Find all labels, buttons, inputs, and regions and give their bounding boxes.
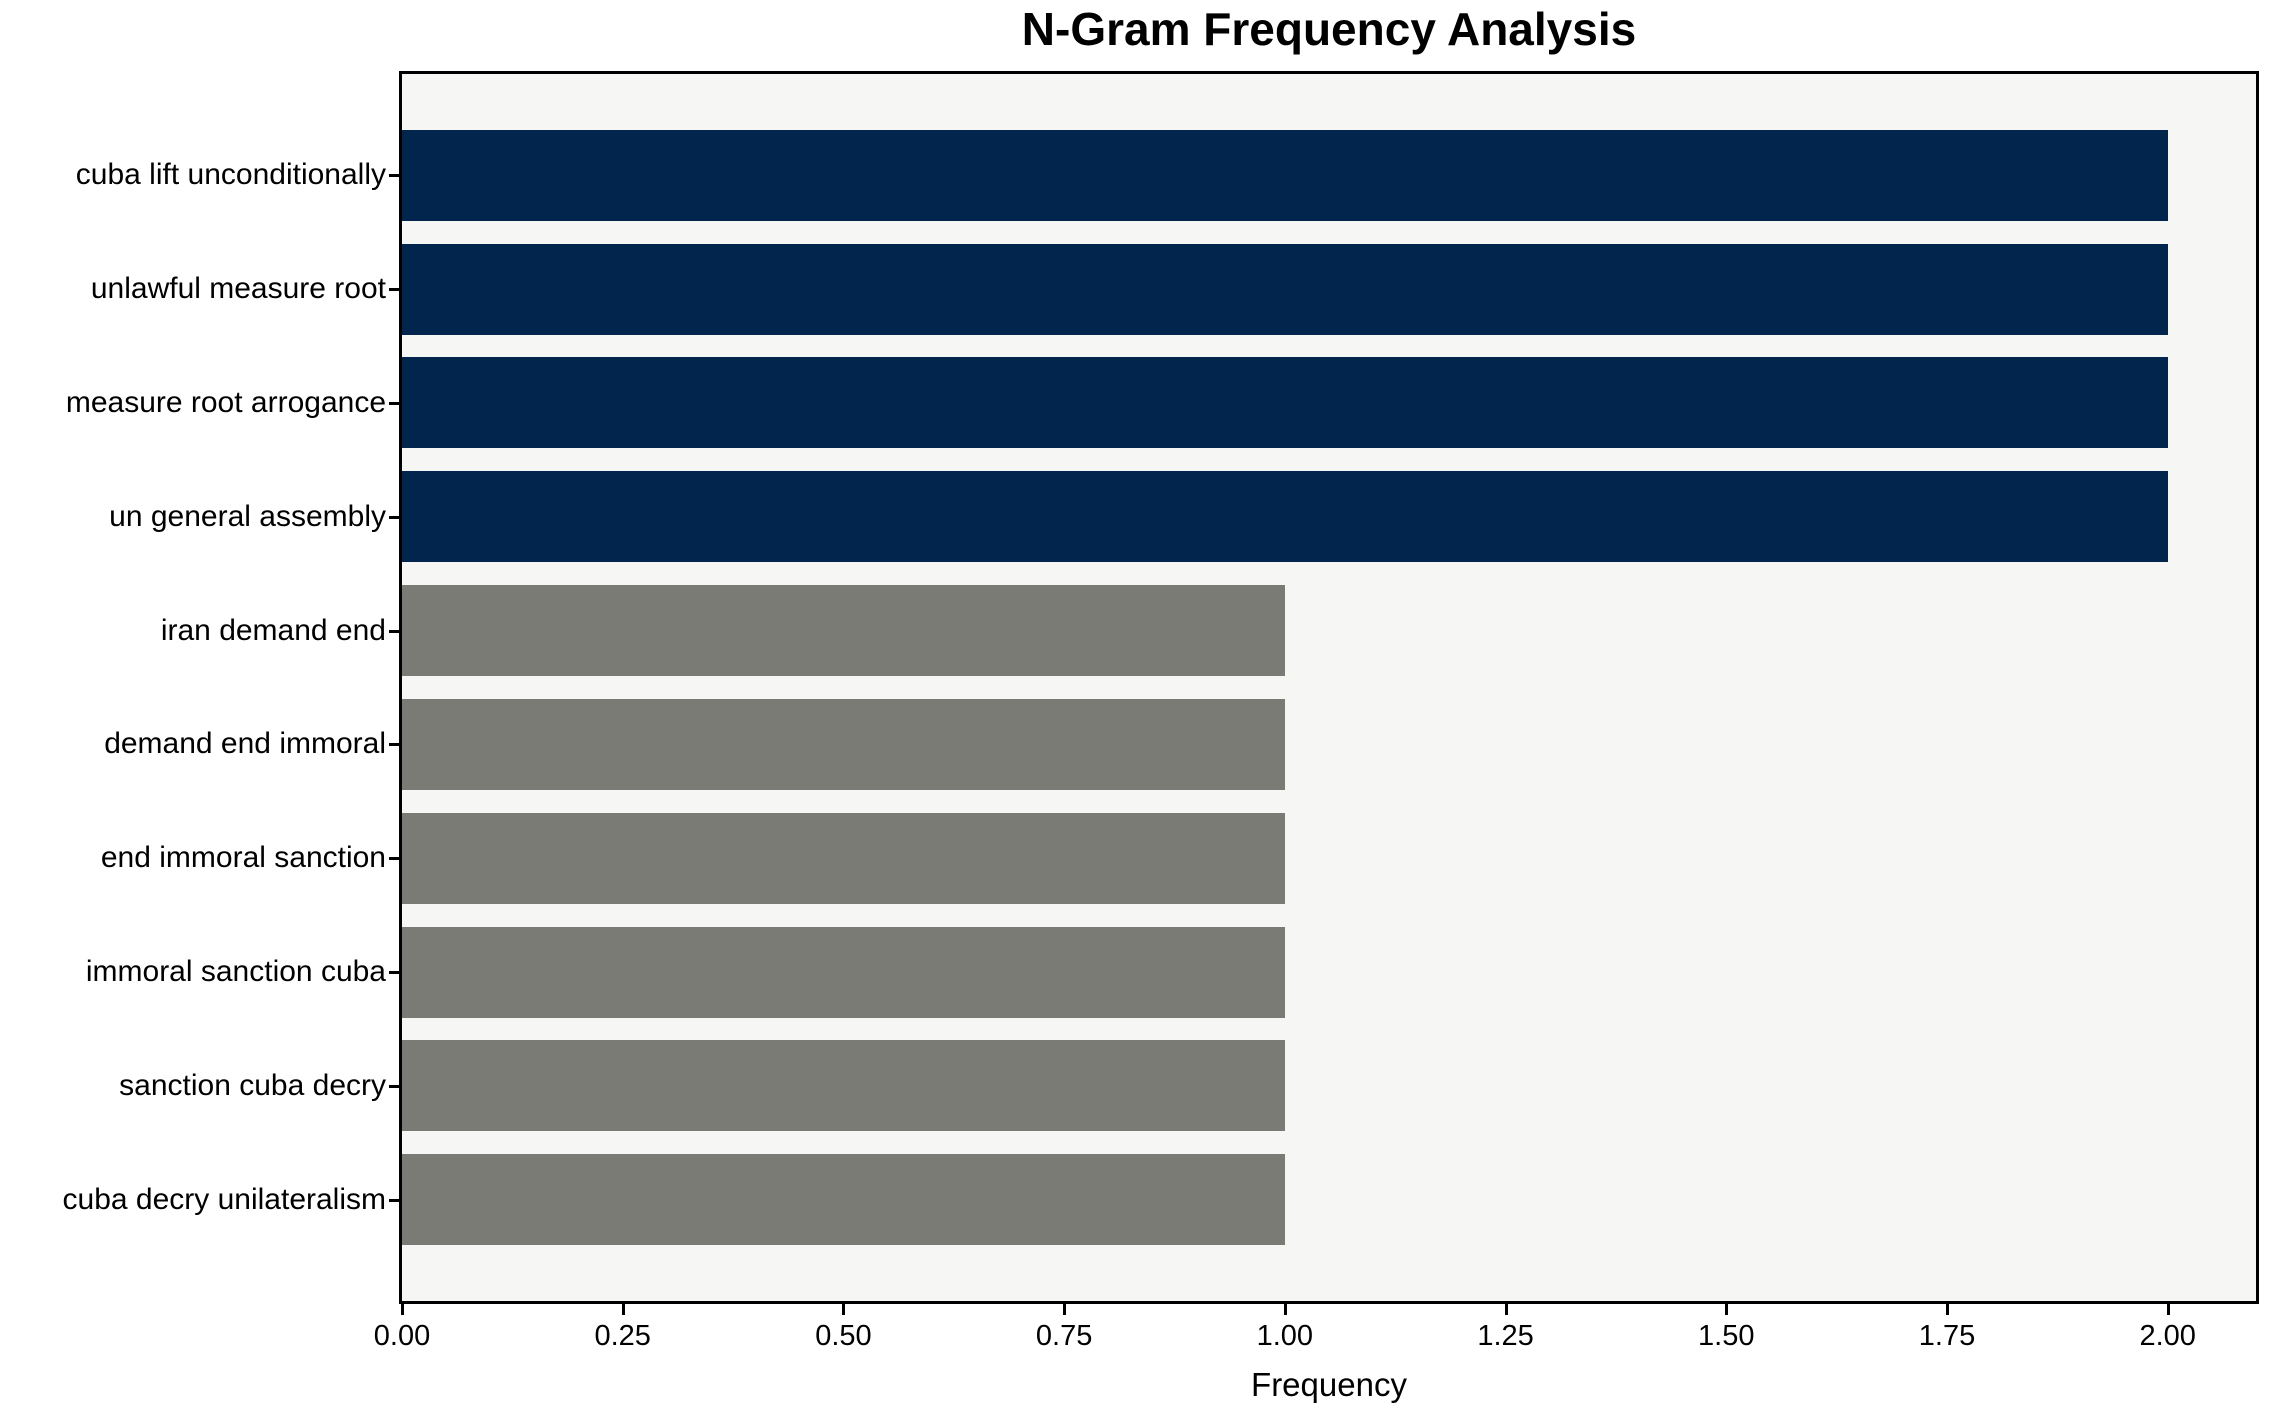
y-tick-mark: [389, 971, 400, 975]
y-tick-label: immoral sanction cuba: [85, 955, 386, 989]
x-tick-mark: [621, 1304, 625, 1315]
y-tick-label: cuba decry unilateralism: [62, 1182, 386, 1216]
x-tick-mark: [1063, 1304, 1067, 1315]
x-tick-mark: [1283, 1304, 1287, 1315]
x-tick-label: 1.75: [1918, 1320, 1976, 1352]
plot-area: [399, 71, 2259, 1304]
y-tick-mark: [389, 288, 400, 292]
x-tick-mark: [1946, 1304, 1949, 1315]
y-tick-label: sanction cuba decry: [119, 1068, 386, 1102]
y-tick-label: un general assembly: [109, 499, 386, 533]
x-tick-mark: [842, 1304, 846, 1315]
bar-immoral-sanction-cuba: [402, 926, 1285, 1018]
bar-unlawful-measure-root: [402, 243, 2168, 335]
bar-un-general-assembly: [402, 471, 2168, 563]
x-tick-label: 0.50: [815, 1320, 872, 1352]
y-tick-mark: [389, 629, 400, 633]
x-tick-label: 2.00: [2139, 1320, 2196, 1352]
y-tick-label: cuba lift unconditionally: [75, 158, 386, 192]
x-tick-label: 0.75: [1035, 1320, 1093, 1352]
bar-end-immoral-sanction: [402, 812, 1285, 904]
y-tick-mark: [389, 401, 400, 405]
y-tick-mark: [389, 1084, 400, 1088]
bar-measure-root-arrogance: [402, 357, 2168, 449]
x-tick-label: 1.00: [1256, 1320, 1314, 1352]
chart-title: N-Gram Frequency Analysis: [1021, 3, 1637, 55]
y-tick-mark: [389, 743, 400, 747]
y-tick-label: end immoral sanction: [100, 841, 386, 875]
y-tick-label: iran demand end: [160, 613, 386, 647]
y-tick-label: demand end immoral: [104, 727, 386, 761]
bar-sanction-cuba-decry: [402, 1040, 1285, 1132]
bar-cuba-decry-unilateralism: [402, 1154, 1285, 1246]
y-tick-mark: [389, 515, 400, 519]
x-tick-mark: [401, 1304, 404, 1315]
x-tick-label: 1.25: [1477, 1320, 1534, 1352]
bar-cuba-lift-unconditionally: [402, 129, 2168, 221]
y-tick-label: unlawful measure root: [90, 272, 386, 306]
x-tick-mark: [1725, 1304, 1729, 1315]
y-tick-mark: [389, 1198, 400, 1202]
bar-iran-demand-end: [402, 585, 1285, 677]
y-tick-mark: [389, 174, 400, 178]
x-axis-label: Frequency: [1251, 1366, 1407, 1403]
x-tick-mark: [1504, 1304, 1508, 1315]
x-tick-label: 0.25: [594, 1320, 651, 1352]
x-tick-label: 1.50: [1698, 1320, 1755, 1352]
y-tick-mark: [389, 857, 400, 861]
y-tick-label: measure root arrogance: [65, 385, 386, 419]
bar-demand-end-immoral: [402, 698, 1285, 790]
x-tick-label: 0.00: [373, 1320, 431, 1352]
x-tick-mark: [2166, 1304, 2170, 1315]
